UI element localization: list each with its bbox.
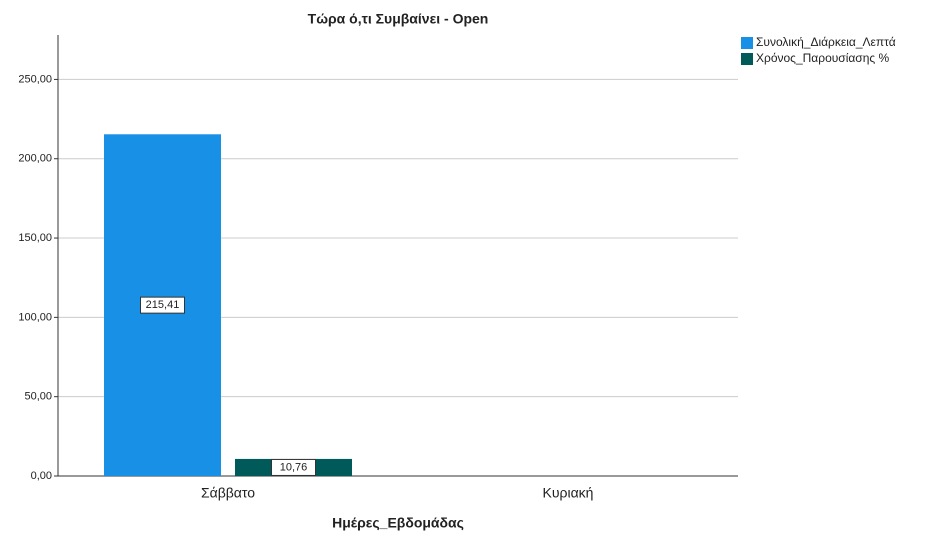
x-axis-label: Ημέρες_Εβδομάδας xyxy=(332,515,464,531)
value-label: 10,76 xyxy=(280,461,308,473)
value-label-box xyxy=(140,296,185,314)
value-label: 215,41 xyxy=(146,299,180,311)
y-tick-label: 150,00 xyxy=(18,232,52,244)
y-tick-label: 200,00 xyxy=(18,153,52,165)
y-tick-label: 50,00 xyxy=(24,391,52,403)
x-tick-label: Κυριακή xyxy=(543,485,594,501)
y-tick-label: 250,00 xyxy=(18,73,52,85)
x-tick-label: Σάββατο xyxy=(201,485,255,501)
y-tick-label: 0,00 xyxy=(31,470,52,482)
legend-label: Συνολική_Διάρκεια_Λεπτά xyxy=(756,35,896,49)
y-tick-label: 100,00 xyxy=(18,311,52,323)
value-label-box xyxy=(271,458,316,476)
chart-title: Τώρα ό,τι Συμβαίνει - Open xyxy=(308,11,489,27)
legend-swatch xyxy=(741,37,753,49)
legend-swatch xyxy=(741,53,753,65)
legend-label: Χρόνος_Παρουσίασης % xyxy=(756,51,890,65)
